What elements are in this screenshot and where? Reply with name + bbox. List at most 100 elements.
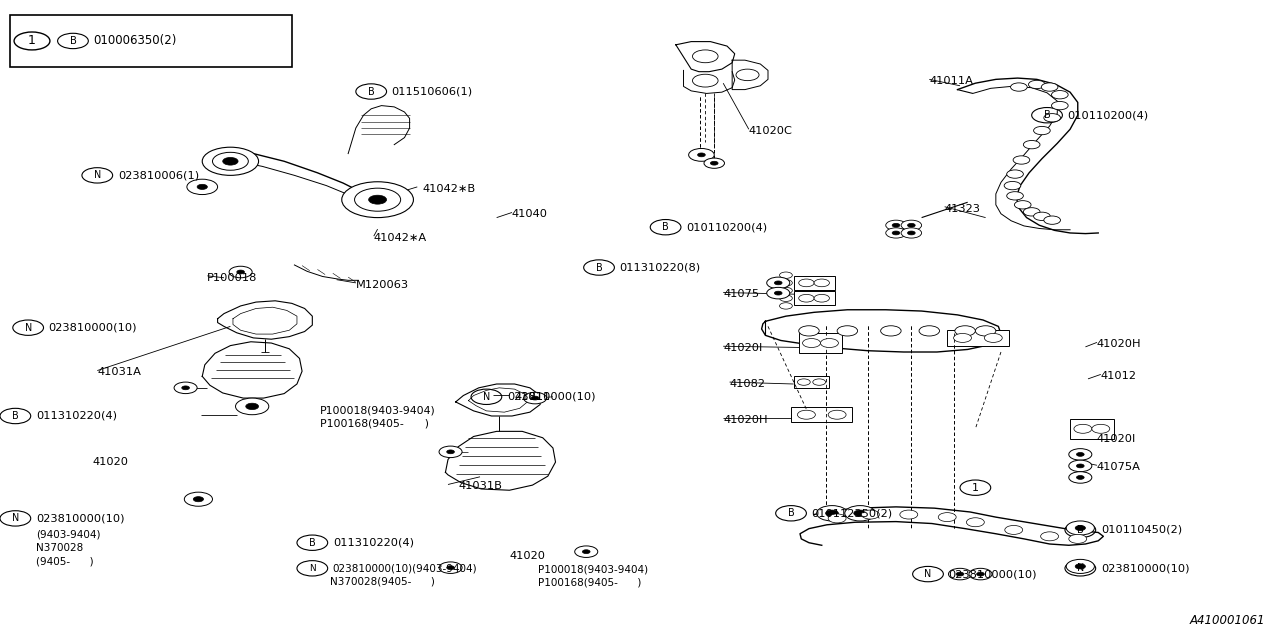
Circle shape [908, 231, 915, 235]
Circle shape [854, 510, 867, 516]
Text: 41020H: 41020H [723, 415, 768, 425]
Bar [794, 291, 835, 305]
Circle shape [736, 69, 759, 81]
Circle shape [892, 231, 900, 235]
Circle shape [780, 280, 792, 286]
Circle shape [223, 157, 238, 165]
Text: 41020: 41020 [92, 457, 128, 467]
Text: B: B [1076, 525, 1084, 535]
Text: P100168(9405-      ): P100168(9405- ) [538, 577, 641, 588]
Circle shape [575, 546, 598, 557]
Circle shape [212, 152, 248, 170]
Circle shape [1069, 472, 1092, 483]
Circle shape [813, 379, 826, 385]
Circle shape [780, 295, 792, 301]
Text: 41040: 41040 [512, 209, 548, 220]
Circle shape [1076, 476, 1084, 479]
Circle shape [780, 287, 792, 294]
Circle shape [1052, 102, 1068, 110]
Circle shape [1041, 532, 1059, 541]
Text: 1: 1 [972, 483, 979, 493]
Text: A410001061: A410001061 [1189, 614, 1265, 627]
Circle shape [984, 333, 1002, 342]
Circle shape [948, 568, 972, 580]
Text: 023810000(10): 023810000(10) [49, 323, 137, 333]
Circle shape [1007, 170, 1024, 179]
Circle shape [1069, 449, 1092, 460]
Circle shape [439, 562, 462, 573]
Circle shape [828, 514, 846, 523]
Circle shape [845, 506, 876, 521]
Circle shape [439, 446, 462, 458]
Text: (9405-      ): (9405- ) [36, 556, 93, 566]
Circle shape [803, 339, 820, 348]
Circle shape [524, 392, 547, 404]
Circle shape [892, 223, 900, 227]
Text: 023810000(10): 023810000(10) [36, 513, 124, 524]
Circle shape [799, 326, 819, 336]
Text: 010110200(4): 010110200(4) [1068, 110, 1148, 120]
Text: 41011A: 41011A [929, 76, 973, 86]
Bar [791, 407, 852, 422]
Circle shape [881, 326, 901, 336]
Text: N370028(9405-      ): N370028(9405- ) [330, 577, 435, 587]
Circle shape [531, 396, 539, 400]
Text: P100018: P100018 [207, 273, 257, 283]
Text: N: N [1076, 563, 1084, 573]
Text: M120063: M120063 [356, 280, 410, 290]
Circle shape [236, 398, 269, 415]
Circle shape [799, 294, 814, 302]
Text: 41020C: 41020C [749, 126, 792, 136]
Circle shape [977, 572, 984, 576]
Bar [947, 330, 1009, 346]
Circle shape [1007, 192, 1024, 200]
Circle shape [969, 568, 992, 580]
Circle shape [817, 506, 847, 521]
Text: 011310220(4): 011310220(4) [36, 411, 116, 421]
Text: 41012: 41012 [1101, 371, 1137, 381]
Circle shape [774, 291, 782, 295]
Text: B: B [308, 538, 316, 548]
Circle shape [1069, 534, 1087, 543]
Circle shape [1014, 200, 1032, 209]
Circle shape [820, 339, 838, 348]
Circle shape [1066, 559, 1094, 573]
Circle shape [447, 566, 454, 570]
Text: 010112350(2): 010112350(2) [812, 508, 892, 518]
Text: 41082: 41082 [730, 379, 765, 389]
Text: 41020H: 41020H [1097, 339, 1142, 349]
Circle shape [1075, 525, 1085, 531]
Text: 41020I: 41020I [723, 343, 763, 353]
Bar [794, 376, 829, 388]
Text: 023810000(10)(9403-9404): 023810000(10)(9403-9404) [333, 563, 477, 573]
Circle shape [197, 184, 207, 189]
Circle shape [582, 550, 590, 554]
Text: 41042∗A: 41042∗A [374, 233, 428, 243]
Text: 41075: 41075 [723, 289, 759, 300]
Circle shape [1034, 126, 1050, 135]
Text: B: B [662, 222, 669, 232]
Circle shape [193, 497, 204, 502]
Circle shape [828, 410, 846, 419]
Circle shape [886, 228, 906, 238]
Circle shape [710, 161, 718, 165]
Circle shape [704, 158, 724, 168]
Circle shape [1004, 182, 1021, 189]
Circle shape [1066, 521, 1094, 535]
Circle shape [1029, 81, 1046, 88]
Circle shape [826, 510, 838, 516]
Text: 011310220(8): 011310220(8) [620, 262, 700, 273]
Text: B: B [12, 411, 19, 421]
Circle shape [1076, 452, 1084, 456]
Circle shape [814, 279, 829, 287]
Circle shape [1011, 83, 1028, 91]
Text: 41031A: 41031A [97, 367, 141, 378]
Circle shape [1034, 212, 1050, 220]
Text: 41323: 41323 [945, 204, 980, 214]
Bar [794, 276, 835, 290]
Text: 41031B: 41031B [458, 481, 502, 492]
Circle shape [202, 147, 259, 175]
Text: B: B [69, 36, 77, 46]
Bar [10, 15, 292, 67]
Circle shape [966, 518, 984, 527]
